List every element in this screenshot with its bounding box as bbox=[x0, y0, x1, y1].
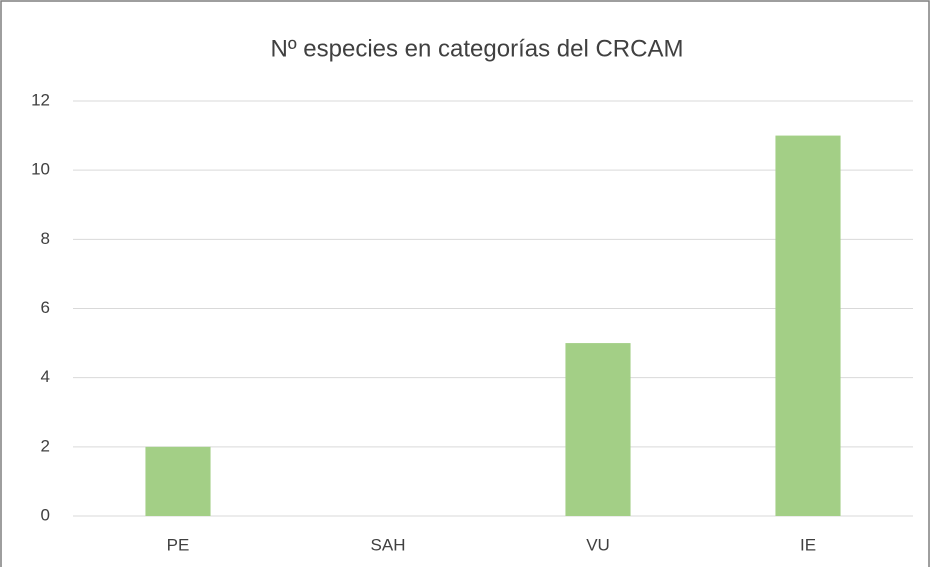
x-tick-label: PE bbox=[167, 535, 190, 554]
y-tick-label: 10 bbox=[31, 160, 50, 179]
y-tick-label: 6 bbox=[41, 298, 50, 317]
x-tick-label: SAH bbox=[371, 535, 406, 554]
x-tick-label: IE bbox=[800, 535, 816, 554]
y-tick-label: 12 bbox=[31, 90, 50, 109]
bar bbox=[145, 446, 211, 516]
y-tick-label: 4 bbox=[41, 367, 50, 386]
y-tick-label: 0 bbox=[41, 505, 50, 524]
y-tick-label: 2 bbox=[41, 436, 50, 455]
y-tick-label: 8 bbox=[41, 229, 50, 248]
bar bbox=[775, 135, 841, 517]
bar bbox=[565, 343, 631, 516]
x-tick-label: VU bbox=[586, 535, 610, 554]
chart-title: Nº especies en categorías del CRCAM bbox=[271, 35, 684, 62]
